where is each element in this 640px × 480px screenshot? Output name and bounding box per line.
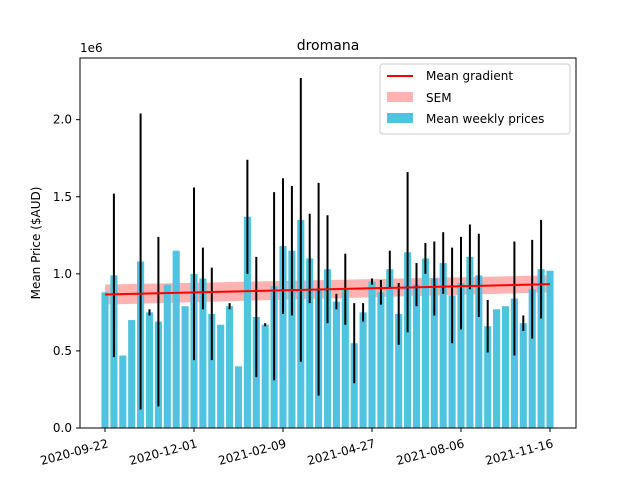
bar <box>332 301 340 428</box>
bar <box>323 269 332 428</box>
bar <box>163 284 171 428</box>
y-tick-label: 0.5 <box>53 344 72 358</box>
bar <box>199 278 207 428</box>
legend-label-mean-gradient: Mean gradient <box>426 69 513 83</box>
x-tick-label: 2021-11-16 <box>484 436 555 468</box>
bar <box>181 306 189 428</box>
x-tick-label: 2020-09-22 <box>39 436 110 468</box>
bar <box>306 258 314 428</box>
x-tick-label: 2021-08-06 <box>395 436 466 468</box>
bar <box>475 275 483 428</box>
bar <box>368 281 376 428</box>
bar <box>208 313 216 428</box>
x-tick-label: 2021-04-27 <box>306 436 377 468</box>
bar <box>101 292 109 428</box>
legend-swatch-sem <box>387 92 413 102</box>
bar <box>119 355 127 428</box>
bar <box>439 263 447 428</box>
legend: Mean gradient SEM Mean weekly prices <box>379 63 571 135</box>
bar <box>377 292 385 428</box>
y-tick-label: 2.0 <box>53 113 72 127</box>
bar <box>279 246 287 428</box>
bar <box>172 250 180 428</box>
bar <box>243 216 251 428</box>
bar <box>528 289 536 428</box>
bar <box>350 343 358 428</box>
trend-layer <box>104 283 551 296</box>
bar <box>386 269 394 428</box>
bar <box>395 313 403 428</box>
plot-area <box>101 78 554 428</box>
bar <box>484 326 492 428</box>
bar <box>430 278 438 428</box>
x-tick-label: 2020-12-01 <box>128 436 199 468</box>
legend-label-mean-weekly-prices: Mean weekly prices <box>426 112 544 126</box>
legend-label-sem: SEM <box>426 91 452 105</box>
bar <box>448 295 456 428</box>
axes-frame <box>79 57 577 429</box>
y-tick-label: 1.0 <box>53 267 72 281</box>
bar <box>546 270 554 428</box>
bar <box>128 320 136 428</box>
legend-frame <box>379 63 571 135</box>
bar <box>288 250 296 428</box>
bar <box>341 289 349 428</box>
bar <box>421 258 429 428</box>
bar <box>519 323 527 428</box>
bars-layer <box>101 216 554 428</box>
x-tick-label: 2021-02-09 <box>217 436 288 468</box>
bar <box>537 269 545 428</box>
y-axis-label: Mean Price ($AUD) <box>29 187 43 300</box>
bar <box>145 312 154 428</box>
bar <box>466 256 474 428</box>
bar <box>404 252 412 428</box>
y-tick-label: 0.0 <box>53 421 72 435</box>
bar <box>510 298 518 428</box>
x-axis: 2020-09-22 2020-12-01 2021-02-09 2021-04-27… <box>39 428 555 468</box>
bar <box>234 366 243 428</box>
bar <box>261 324 269 428</box>
bar <box>412 284 421 428</box>
bar <box>457 283 465 428</box>
bar <box>226 306 234 428</box>
bar <box>493 309 501 428</box>
mean-gradient-line <box>104 283 551 296</box>
chart-title: dromana <box>297 38 360 54</box>
bar <box>217 324 225 428</box>
bar <box>501 306 510 428</box>
bar <box>359 312 367 428</box>
y-axis: 0.0 0.5 1.0 1.5 2.0 <box>53 113 80 435</box>
y-tick-label: 1.5 <box>53 190 72 204</box>
y-multiplier-label: 1e6 <box>80 41 103 55</box>
legend-swatch-mean-weekly-prices <box>387 113 413 123</box>
